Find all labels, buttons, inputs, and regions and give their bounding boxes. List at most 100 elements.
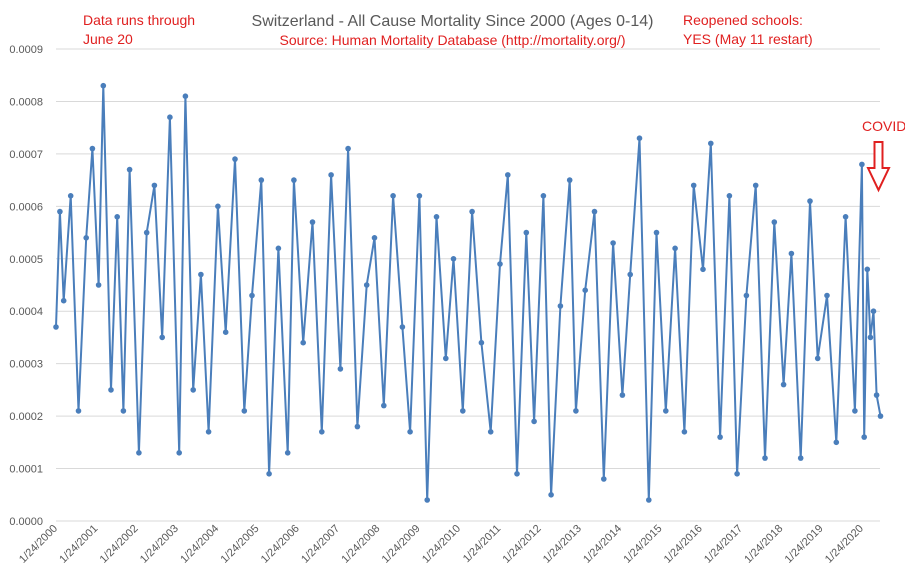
x-tick-label: 1/24/2000 [17, 523, 60, 566]
data-point [877, 413, 884, 419]
data-point [548, 492, 554, 498]
y-tick-label: 0.0001 [9, 464, 43, 476]
series-line-path [55, 84, 882, 501]
data-point [601, 476, 607, 482]
data-point [514, 471, 520, 477]
x-tick-label: 1/24/2002 [98, 523, 141, 566]
x-tick-label: 1/24/2008 [339, 523, 382, 566]
data-point [582, 287, 588, 294]
x-tick-label: 1/24/2003 [138, 523, 181, 566]
data-point [797, 455, 804, 461]
data-point [120, 408, 127, 414]
covid-label: COVID [862, 118, 905, 134]
data-point [67, 193, 74, 199]
school-reopening-note-line2: YES (May 11 restart) [683, 31, 813, 47]
y-axis-tick-labels: 0.0000 0.0001 0.0002 0.0003 0.0004 0.0005 0.00… [9, 44, 43, 528]
school-reopening-note-line1: Reopened schools: [683, 12, 803, 28]
data-point [151, 182, 158, 189]
data-point [497, 261, 503, 267]
data-point [241, 408, 248, 414]
data-point [653, 229, 660, 236]
data-point [232, 156, 238, 162]
data-point [363, 282, 370, 288]
data-point [591, 208, 598, 215]
data-point [619, 392, 626, 398]
x-tick-label: 1/24/2014 [581, 523, 624, 566]
y-tick-label: 0.0002 [9, 411, 43, 423]
data-point [222, 329, 229, 336]
data-point [743, 292, 750, 299]
x-tick-label: 1/24/2001 [57, 523, 100, 566]
data-point [190, 387, 196, 393]
data-point [814, 355, 821, 362]
data-point [636, 135, 643, 141]
data-point [57, 208, 63, 215]
data-point [337, 366, 344, 372]
data-point [523, 229, 530, 236]
data-point [182, 93, 189, 99]
data-point [167, 114, 173, 120]
data-point [708, 140, 714, 147]
data-point [646, 497, 652, 503]
data-point [433, 214, 440, 220]
data-point [266, 471, 272, 477]
data-point [852, 408, 858, 414]
data-point [610, 240, 616, 246]
data-point [864, 266, 871, 273]
data-point [205, 429, 212, 435]
y-tick-label: 0.0005 [9, 254, 43, 266]
data-point [345, 145, 351, 152]
data-point [717, 434, 723, 440]
data-point [663, 408, 669, 414]
data-point [469, 208, 475, 215]
data-point [215, 203, 221, 210]
data-point [861, 434, 867, 440]
data-point [143, 229, 150, 236]
data-point [53, 324, 59, 330]
data-point [726, 193, 733, 199]
x-tick-label: 1/24/2011 [461, 523, 504, 566]
data-point [505, 172, 511, 178]
data-point [291, 177, 297, 183]
data-point [371, 235, 378, 241]
data-point [842, 214, 849, 220]
x-tick-label: 1/24/2013 [541, 523, 584, 566]
y-tick-label: 0.0007 [9, 149, 43, 161]
data-point [762, 455, 768, 461]
x-tick-label: 1/24/2020 [823, 523, 866, 566]
covid-arrow-icon [866, 141, 891, 193]
series-points [53, 82, 884, 503]
data-point [399, 324, 406, 330]
data-point [75, 408, 82, 414]
data-point [249, 292, 255, 299]
data-point [487, 429, 494, 435]
data-point [573, 408, 579, 414]
data-point [870, 308, 877, 315]
x-tick-label: 1/24/2017 [702, 523, 745, 566]
x-tick-label: 1/24/2018 [742, 523, 785, 566]
x-tick-label: 1/24/2004 [178, 523, 221, 566]
data-point [681, 429, 688, 435]
data-point [540, 193, 547, 199]
x-tick-label: 1/24/2007 [299, 523, 342, 566]
data-point [114, 214, 120, 220]
data-point [807, 198, 813, 204]
data-point [354, 423, 361, 430]
data-point [557, 303, 564, 309]
data-point [95, 282, 102, 288]
data-point [700, 266, 706, 273]
data-point [309, 219, 316, 225]
data-point [873, 392, 880, 398]
chart-title: Switzerland - All Cause Mortality Since … [251, 13, 654, 30]
data-point [443, 355, 449, 362]
x-tick-label: 1/24/2016 [662, 523, 705, 566]
x-tick-label: 1/24/2019 [783, 523, 826, 566]
data-coverage-note-line2: June 20 [83, 31, 133, 47]
data-point [198, 271, 204, 278]
data-point [328, 172, 334, 178]
x-tick-label: 1/24/2015 [621, 523, 664, 566]
series-line [55, 84, 882, 501]
y-tick-label: 0.0006 [9, 201, 43, 213]
data-point [690, 182, 697, 189]
